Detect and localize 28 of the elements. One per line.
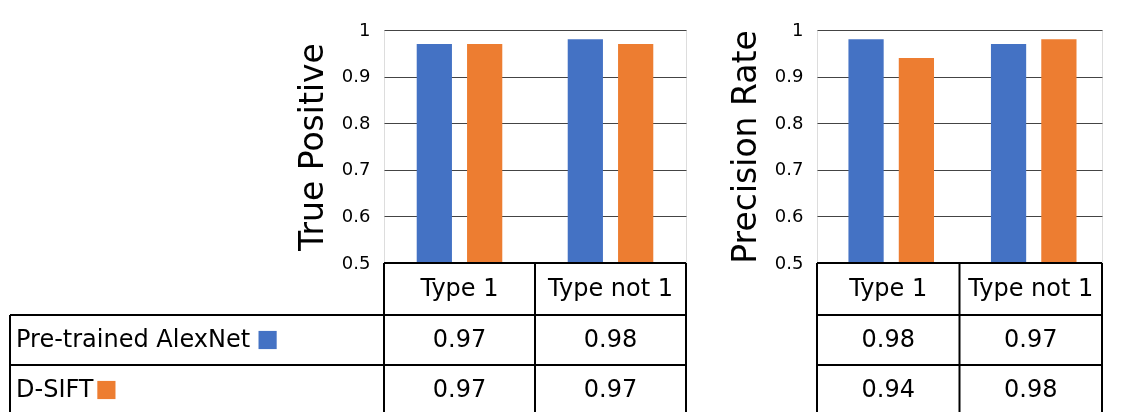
y-tick-label: 0.5	[774, 251, 804, 273]
y-tick-label: 0.6	[774, 204, 804, 226]
y-tick-label: 0.7	[341, 158, 371, 180]
legend-label: D-SIFT	[16, 375, 94, 403]
y-tick-label: 0.8	[774, 111, 804, 133]
y-tick-label: 1	[359, 18, 371, 40]
y-tick-label: 1	[792, 18, 804, 40]
x-tick-label: Type not 1	[547, 274, 673, 302]
y-tick-label: 0.7	[774, 158, 804, 180]
data-label: 0.98	[861, 325, 915, 353]
data-label: 0.94	[861, 375, 915, 403]
data-label: 0.97	[1004, 325, 1058, 353]
data-label: 0.98	[1004, 375, 1058, 403]
data-label: 0.97	[432, 325, 487, 353]
legend-label: Pre-trained AlexNet	[16, 325, 251, 353]
y-axis-title: Precision Rate	[724, 30, 764, 264]
y-tick-label: 0.6	[341, 204, 371, 226]
y-tick-label: 0.8	[341, 111, 371, 133]
y-tick-label: 0.9	[774, 65, 804, 87]
data-label: 0.97	[432, 375, 487, 403]
data-label: 0.98	[583, 325, 638, 353]
data-label: 0.97	[583, 375, 638, 403]
y-axis-title: True Positive	[291, 43, 331, 252]
y-tick-label: 0.9	[341, 65, 371, 87]
y-tick-label: 0.5	[341, 251, 371, 273]
x-tick-label: Type 1	[419, 274, 499, 302]
x-tick-label: Type 1	[848, 274, 928, 302]
x-tick-label: Type not 1	[967, 274, 1094, 302]
